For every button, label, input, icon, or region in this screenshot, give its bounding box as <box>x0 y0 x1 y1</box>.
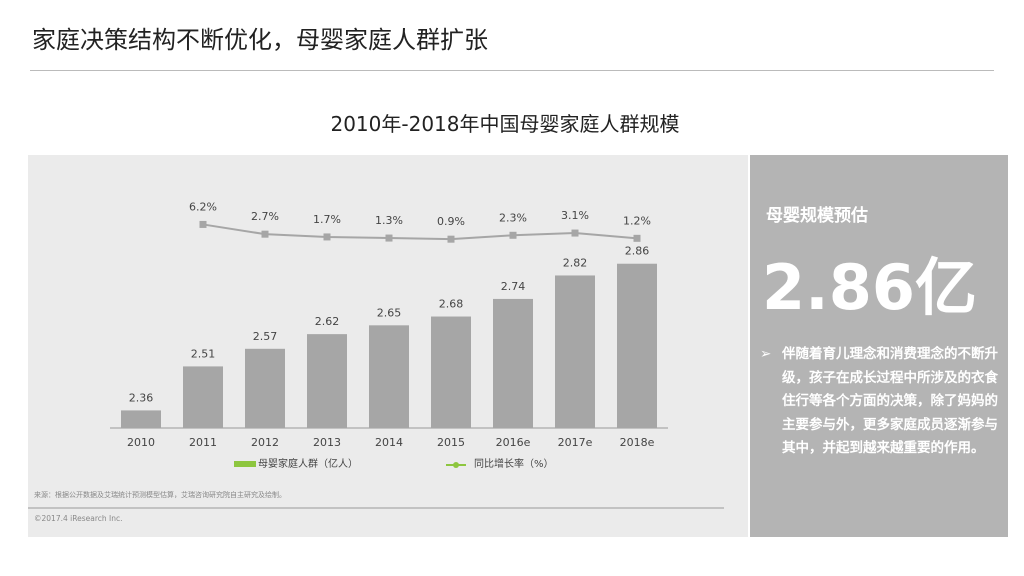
marker <box>447 235 455 243</box>
bar <box>121 410 161 428</box>
bar <box>245 348 285 428</box>
bullet-arrow: ➢ <box>760 346 772 362</box>
bar <box>369 325 409 428</box>
chart-title: 2010年-2018年中国母婴家庭人群规模 <box>330 112 680 136</box>
bar <box>183 366 223 428</box>
x-tick-label: 2010 <box>127 436 155 449</box>
legend-swatch <box>453 462 459 468</box>
slide-title: 家庭决策结构不断优化，母婴家庭人群扩张 <box>32 26 488 54</box>
marker <box>385 234 393 242</box>
marker <box>633 234 641 242</box>
data-label: 2.74 <box>501 280 526 293</box>
x-tick-label: 2014 <box>375 436 403 449</box>
bar <box>617 263 657 428</box>
data-label: 1.7% <box>313 213 341 226</box>
growth-line <box>202 223 638 241</box>
data-label: 2.3% <box>499 211 527 224</box>
bar <box>555 275 595 428</box>
marker <box>571 229 579 237</box>
legend-swatch <box>234 461 256 467</box>
sidebar: 母婴规模预估 2.86亿 ➢ 伴随着育儿理念和消费理念的不断升级，孩子在成长过程中… <box>750 155 1008 537</box>
chart-panel: 来源：根据公开数据及艾瑞统计预测模型估算，艾瑞咨询研究院自主研究及绘制。 ©20… <box>28 155 748 537</box>
bullet: ➢ 伴随着育儿理念和消费理念的不断升级，孩子在成长过程中所涉及的衣食住行等各个方面… <box>760 343 1000 461</box>
bar <box>431 316 471 428</box>
chart: 来源：根据公开数据及艾瑞统计预测模型估算，艾瑞咨询研究院自主研究及绘制。 ©20… <box>28 200 724 523</box>
x-tick-label: 2017e <box>558 436 593 449</box>
divider <box>30 70 994 71</box>
x-tick-label: 2018e <box>620 436 655 449</box>
copyright: ©2017.4 iResearch Inc. <box>34 514 122 523</box>
bullet-text: 伴随着育儿理念和消费理念的不断升级，孩子在成长过程中所涉及的衣食住行等各个方面的… <box>782 346 998 456</box>
data-label: 6.2% <box>189 200 217 213</box>
x-tick-label: 2012 <box>251 436 279 449</box>
data-label: 2.68 <box>439 298 464 311</box>
data-label: 2.7% <box>251 210 279 223</box>
x-tick-label: 2016e <box>496 436 531 449</box>
data-label: 2.86 <box>625 245 650 258</box>
data-label: 2.51 <box>191 347 216 360</box>
x-tick-label: 2015 <box>437 436 465 449</box>
data-label: 2.57 <box>253 330 278 343</box>
data-label: 2.65 <box>377 306 402 319</box>
legend-label: 母婴家庭人群（亿人） <box>258 457 358 470</box>
data-label: 1.3% <box>375 214 403 227</box>
data-label: 2.82 <box>563 256 588 269</box>
highlight: 2.86亿 <box>762 251 977 324</box>
marker <box>261 230 269 238</box>
marker <box>509 231 517 239</box>
bar <box>493 298 533 428</box>
marker <box>199 220 207 228</box>
data-label: 3.1% <box>561 209 589 222</box>
legend-label: 同比增长率（%） <box>474 457 554 470</box>
data-label: 2.36 <box>129 391 154 404</box>
marker <box>323 233 331 241</box>
data-label: 1.2% <box>623 214 651 227</box>
data-label: 2.62 <box>315 315 340 328</box>
data-label: 0.9% <box>437 215 465 228</box>
source: 来源：根据公开数据及艾瑞统计预测模型估算，艾瑞咨询研究院自主研究及绘制。 <box>34 490 286 499</box>
x-tick-label: 2013 <box>313 436 341 449</box>
x-tick-label: 2011 <box>189 436 217 449</box>
sidebar-heading: 母婴规模预估 <box>766 206 868 226</box>
bar <box>307 334 347 428</box>
